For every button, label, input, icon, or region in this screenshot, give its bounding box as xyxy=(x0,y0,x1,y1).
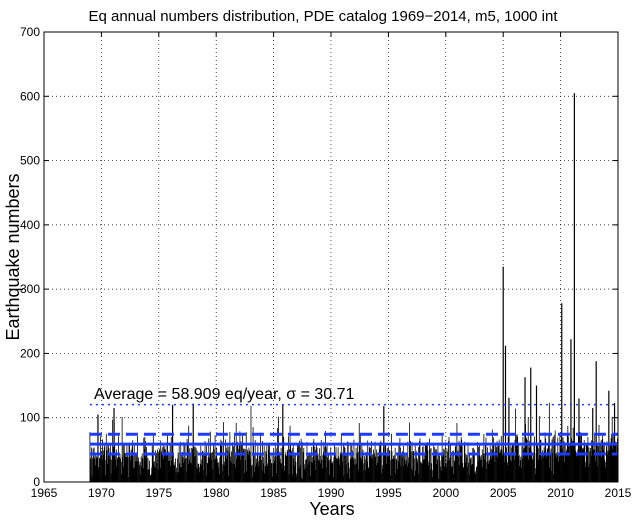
chart-title: Eq annual numbers distribution, PDE cata… xyxy=(88,8,558,25)
axis-ticks: 1965 1970 1975 1980 1985 1990 1995 2000 2005 2010… xyxy=(20,25,632,500)
x-tick-label: 2005 xyxy=(490,486,517,500)
y-tick-label: 400 xyxy=(20,218,40,232)
grid-lines xyxy=(44,32,618,482)
average-annotation: Average = 58.909 eq/year, σ = 30.71 xyxy=(94,386,355,403)
x-tick-label: 2015 xyxy=(605,486,632,500)
reference-lines xyxy=(89,403,618,456)
bar-series xyxy=(89,93,618,482)
y-tick-label: 600 xyxy=(20,89,40,103)
y-tick-label: 300 xyxy=(20,282,40,296)
y-tick-label: 0 xyxy=(33,475,40,489)
x-tick-label: 1985 xyxy=(260,486,287,500)
y-axis-label: Earthquake numbers xyxy=(3,173,23,340)
y-tick-label: 200 xyxy=(20,346,40,360)
y-tick-label: 100 xyxy=(20,411,40,425)
x-tick-label: 1965 xyxy=(31,486,58,500)
x-tick-label: 2000 xyxy=(432,486,459,500)
y-tick-label: 700 xyxy=(20,25,40,39)
x-tick-label: 1975 xyxy=(145,486,172,500)
x-tick-label: 1990 xyxy=(318,486,345,500)
x-tick-label: 1995 xyxy=(375,486,402,500)
x-tick-label: 1980 xyxy=(203,486,230,500)
x-axis-label: Years xyxy=(309,499,354,519)
y-tick-label: 500 xyxy=(20,154,40,168)
x-tick-label: 2010 xyxy=(547,486,574,500)
x-tick-label: 1970 xyxy=(88,486,115,500)
